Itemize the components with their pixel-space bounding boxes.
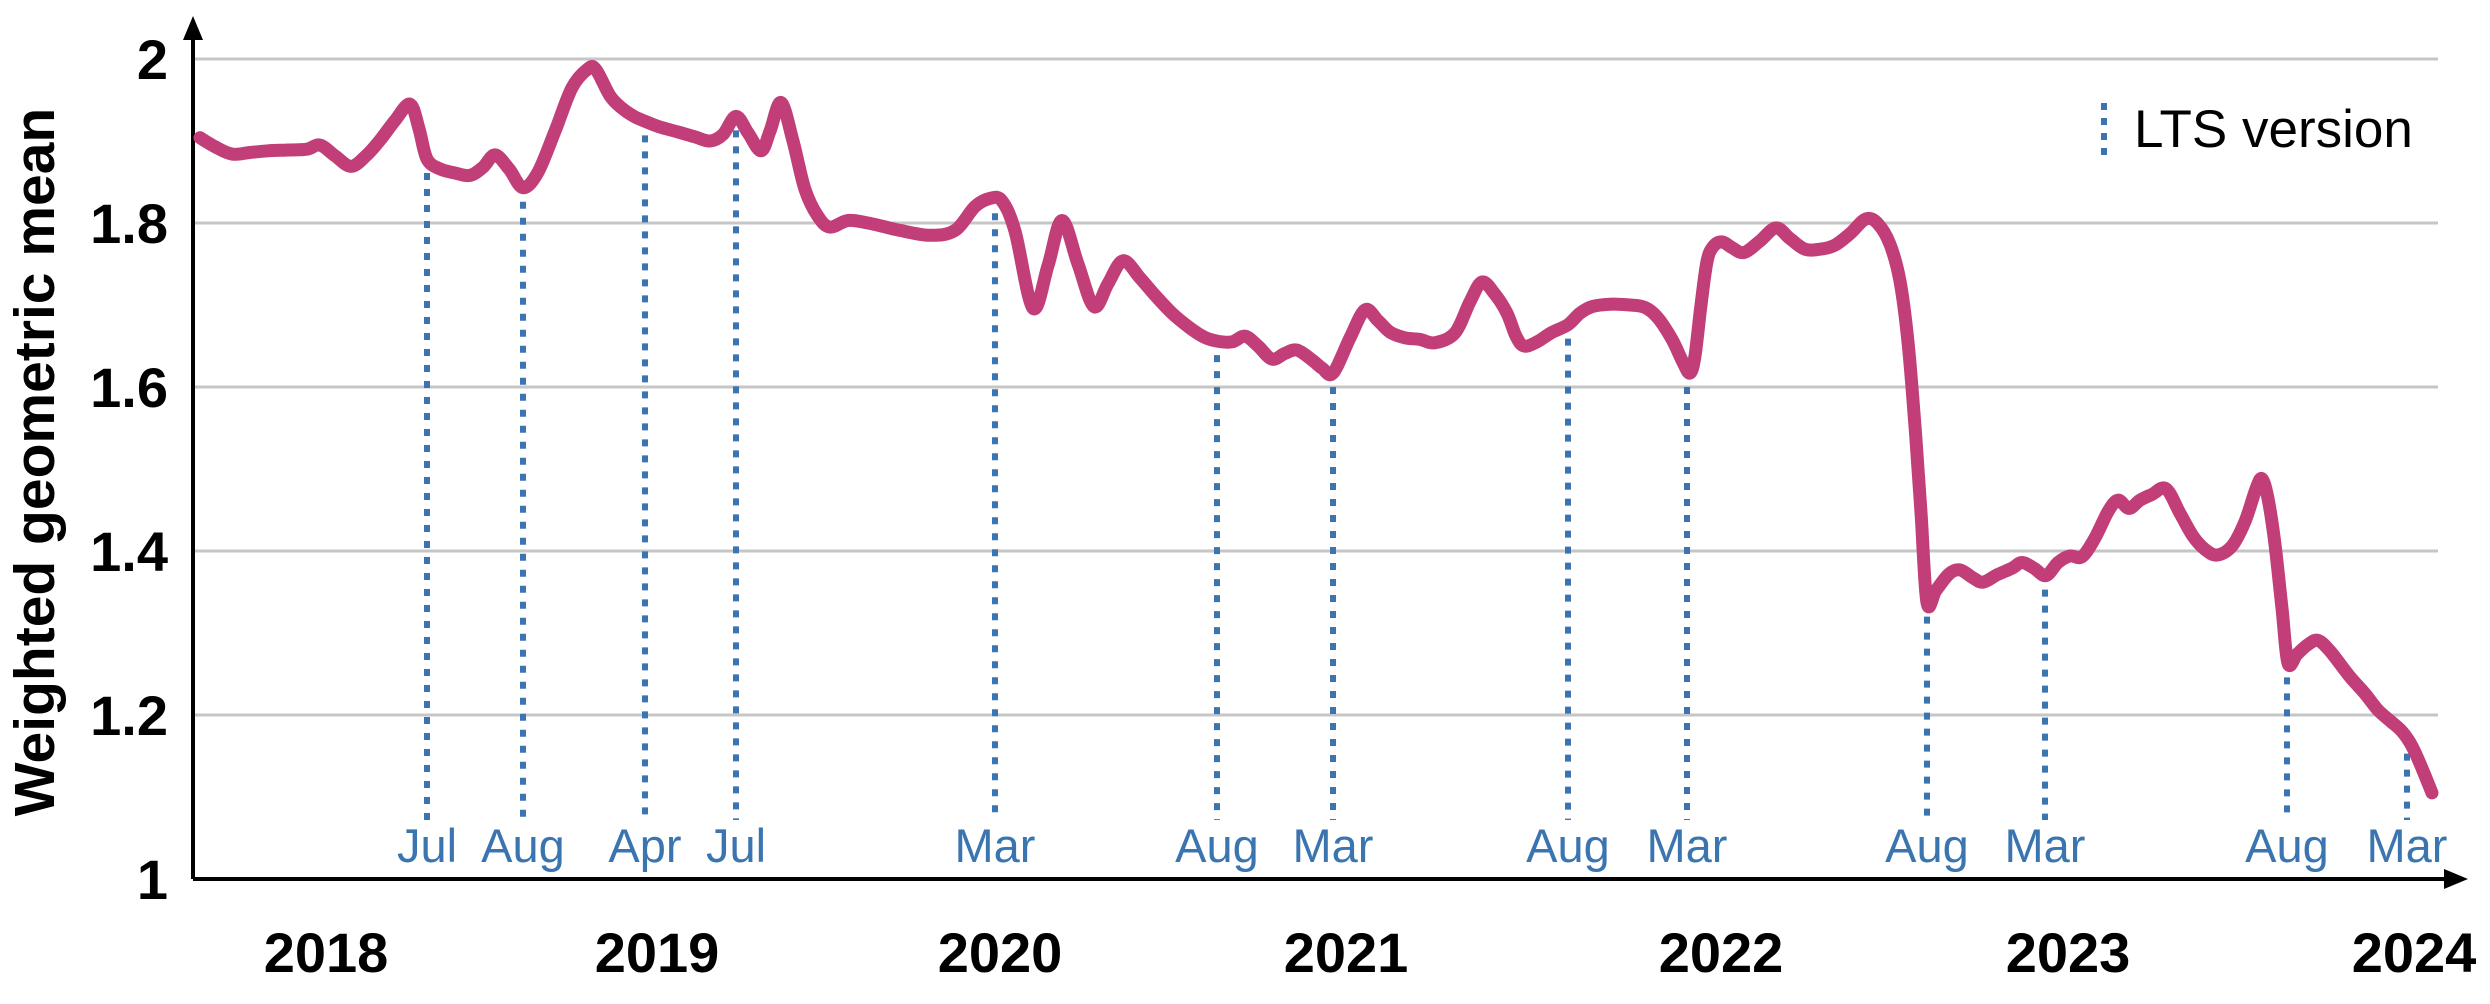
lts-version-markers [424, 130, 2410, 820]
y-axis-arrow-icon [183, 16, 203, 40]
gridlines [193, 57, 2438, 717]
lts-month-label: Mar [955, 819, 1036, 872]
y-tick-label: 1.4 [90, 520, 168, 583]
x-year-label: 2018 [264, 921, 389, 984]
lts-month-label: Mar [1647, 819, 1728, 872]
y-tick-label: 2 [137, 28, 168, 91]
x-year-label: 2024 [2352, 921, 2477, 984]
legend: LTS version [2101, 100, 2413, 162]
x-axis-year-labels: 2018 2019 2020 2021 2022 2023 2024 [264, 921, 2477, 984]
y-axis-tick-labels: 2 1.8 1.6 1.4 1.2 1 [90, 28, 168, 911]
lts-month-labels: Jul Aug Apr Jul Mar Aug Mar Aug Mar Aug Mar Aug Mar [397, 819, 2448, 872]
x-year-label: 2021 [1284, 921, 1409, 984]
lts-month-label: Mar [2005, 819, 2086, 872]
lts-month-label: Mar [1293, 819, 1374, 872]
x-year-label: 2023 [2006, 921, 2131, 984]
lts-month-label: Apr [608, 819, 681, 872]
axes [183, 16, 2468, 889]
lts-month-label: Aug [1175, 819, 1259, 872]
y-axis-title: Weighted geometric mean [3, 108, 67, 816]
x-year-label: 2022 [1659, 921, 1784, 984]
x-year-label: 2020 [938, 921, 1063, 984]
y-tick-label: 1.6 [90, 356, 168, 419]
lts-month-label: Jul [706, 819, 766, 872]
series-line [193, 60, 2439, 800]
lts-month-label: Aug [1526, 819, 1610, 872]
lts-month-label: Aug [2245, 819, 2329, 872]
x-year-label: 2019 [595, 921, 720, 984]
y-tick-label: 1.2 [90, 684, 168, 747]
y-tick-label: 1 [137, 848, 168, 911]
x-axis-arrow-icon [2444, 869, 2468, 889]
legend-label: LTS version [2134, 100, 2413, 159]
lts-month-label: Jul [397, 819, 457, 872]
lts-month-label: Aug [1885, 819, 1969, 872]
lts-month-label: Aug [481, 819, 565, 872]
lts-month-label: Mar [2367, 819, 2448, 872]
y-tick-label: 1.8 [90, 192, 168, 255]
